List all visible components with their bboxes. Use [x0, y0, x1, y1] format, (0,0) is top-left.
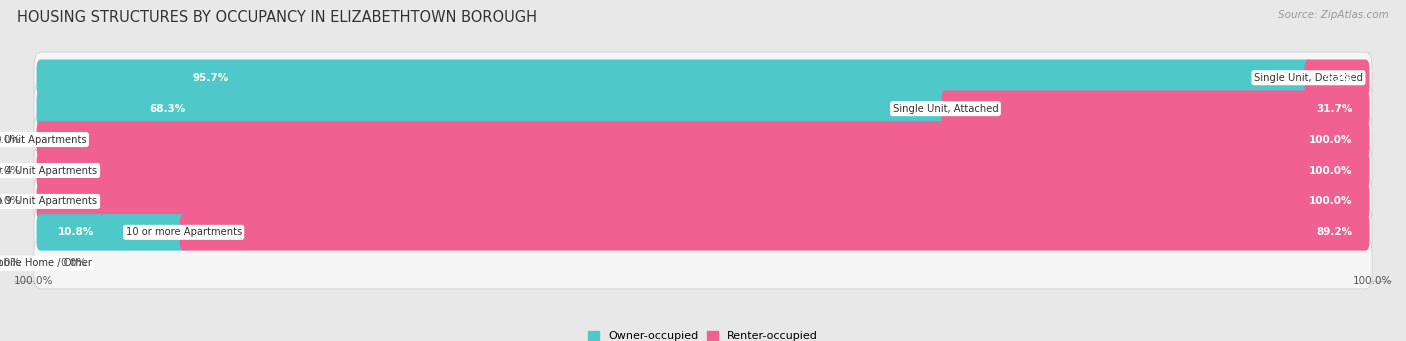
- FancyBboxPatch shape: [34, 238, 1372, 289]
- Text: 0.0%: 0.0%: [0, 258, 21, 268]
- Text: 95.7%: 95.7%: [193, 73, 229, 83]
- Text: 100.0%: 100.0%: [14, 276, 53, 285]
- Text: 0.0%: 0.0%: [60, 258, 87, 268]
- Text: Mobile Home / Other: Mobile Home / Other: [0, 258, 91, 268]
- Text: 68.3%: 68.3%: [149, 104, 186, 114]
- Text: 100.0%: 100.0%: [1309, 196, 1353, 206]
- Text: Source: ZipAtlas.com: Source: ZipAtlas.com: [1278, 10, 1389, 20]
- Text: 0.0%: 0.0%: [0, 135, 21, 145]
- FancyBboxPatch shape: [180, 214, 1369, 251]
- Text: 5 to 9 Unit Apartments: 5 to 9 Unit Apartments: [0, 196, 97, 206]
- FancyBboxPatch shape: [37, 183, 1369, 220]
- Text: 3 or 4 Unit Apartments: 3 or 4 Unit Apartments: [0, 165, 97, 176]
- Text: 89.2%: 89.2%: [1316, 227, 1353, 237]
- FancyBboxPatch shape: [34, 83, 1372, 134]
- FancyBboxPatch shape: [34, 207, 1372, 258]
- Text: 0.0%: 0.0%: [0, 165, 21, 176]
- Text: 31.7%: 31.7%: [1316, 104, 1353, 114]
- Text: 100.0%: 100.0%: [1353, 276, 1392, 285]
- FancyBboxPatch shape: [37, 214, 187, 251]
- Text: 100.0%: 100.0%: [1309, 135, 1353, 145]
- Text: 100.0%: 100.0%: [1309, 165, 1353, 176]
- FancyBboxPatch shape: [34, 145, 1372, 196]
- FancyBboxPatch shape: [1305, 60, 1369, 96]
- Text: 0.0%: 0.0%: [0, 196, 21, 206]
- FancyBboxPatch shape: [942, 90, 1369, 127]
- Text: 10.8%: 10.8%: [58, 227, 94, 237]
- Legend: Owner-occupied, Renter-occupied: Owner-occupied, Renter-occupied: [583, 327, 823, 341]
- Text: 4.3%: 4.3%: [1323, 73, 1353, 83]
- FancyBboxPatch shape: [34, 176, 1372, 227]
- FancyBboxPatch shape: [37, 60, 1312, 96]
- Text: HOUSING STRUCTURES BY OCCUPANCY IN ELIZABETHTOWN BOROUGH: HOUSING STRUCTURES BY OCCUPANCY IN ELIZA…: [17, 10, 537, 25]
- Text: 2 Unit Apartments: 2 Unit Apartments: [0, 135, 86, 145]
- FancyBboxPatch shape: [34, 52, 1372, 103]
- FancyBboxPatch shape: [37, 90, 949, 127]
- Text: Single Unit, Attached: Single Unit, Attached: [893, 104, 998, 114]
- FancyBboxPatch shape: [37, 121, 1369, 158]
- FancyBboxPatch shape: [37, 152, 1369, 189]
- Text: Single Unit, Detached: Single Unit, Detached: [1254, 73, 1362, 83]
- Text: 10 or more Apartments: 10 or more Apartments: [125, 227, 242, 237]
- FancyBboxPatch shape: [34, 114, 1372, 165]
